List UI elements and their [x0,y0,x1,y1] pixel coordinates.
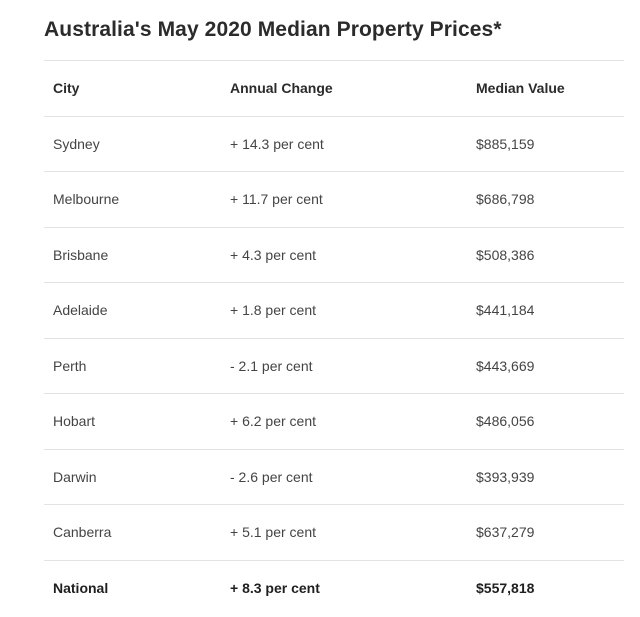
city-cell: Brisbane [53,246,109,263]
table-row: Brisbane + 4.3 per cent $508,386 [44,226,624,283]
city-cell: Perth [53,357,87,374]
city-cell: Adelaide [53,302,108,319]
column-header-city: City [53,80,80,97]
table-row: Adelaide + 1.8 per cent $441,184 [44,282,624,338]
median-value-cell: $885,159 [476,135,535,152]
median-value-cell: $486,056 [476,413,535,430]
city-cell: Canberra [53,524,112,541]
table-total-row: National + 8.3 per cent $557,818 [44,559,624,616]
column-header-annual-change: Annual Change [230,80,333,97]
city-cell: Darwin [53,468,97,485]
annual-change-cell: + 6.2 per cent [230,413,317,430]
city-cell: Sydney [53,135,100,152]
page-title: Australia's May 2020 Median Property Pri… [44,18,502,41]
table-row: Darwin - 2.6 per cent $393,939 [44,448,624,505]
median-value-cell: $686,798 [476,191,535,208]
annual-change-cell: + 1.8 per cent [230,302,317,319]
property-prices-table: City Annual Change Median Value Sydney +… [44,60,624,615]
city-cell: Melbourne [53,191,120,208]
total-label-cell: National [53,579,109,596]
median-value-cell: $637,279 [476,524,535,541]
table-header-row: City Annual Change Median Value [44,60,624,116]
annual-change-cell: + 11.7 per cent [230,191,323,208]
total-annual-change-cell: + 8.3 per cent [230,579,320,596]
annual-change-cell: + 14.3 per cent [230,135,324,152]
annual-change-cell: - 2.6 per cent [230,468,313,485]
median-value-cell: $443,669 [476,357,535,374]
median-value-cell: $441,184 [476,302,535,319]
column-header-median-value: Median Value [476,80,565,97]
table-row: Melbourne + 11.7 per cent $686,798 [44,171,624,227]
table-row: Perth - 2.1 per cent $443,669 [44,337,624,394]
total-median-value-cell: $557,818 [476,579,535,596]
table-row: Canberra + 5.1 per cent $637,279 [44,504,624,560]
annual-change-cell: + 4.3 per cent [230,246,317,263]
city-cell: Hobart [53,413,96,430]
median-value-cell: $508,386 [476,246,535,263]
table-row: Sydney + 14.3 per cent $885,159 [44,115,624,172]
annual-change-cell: + 5.1 per cent [230,524,317,541]
table-row: Hobart + 6.2 per cent $486,056 [44,393,624,449]
median-value-cell: $393,939 [476,468,535,485]
annual-change-cell: - 2.1 per cent [230,357,313,374]
